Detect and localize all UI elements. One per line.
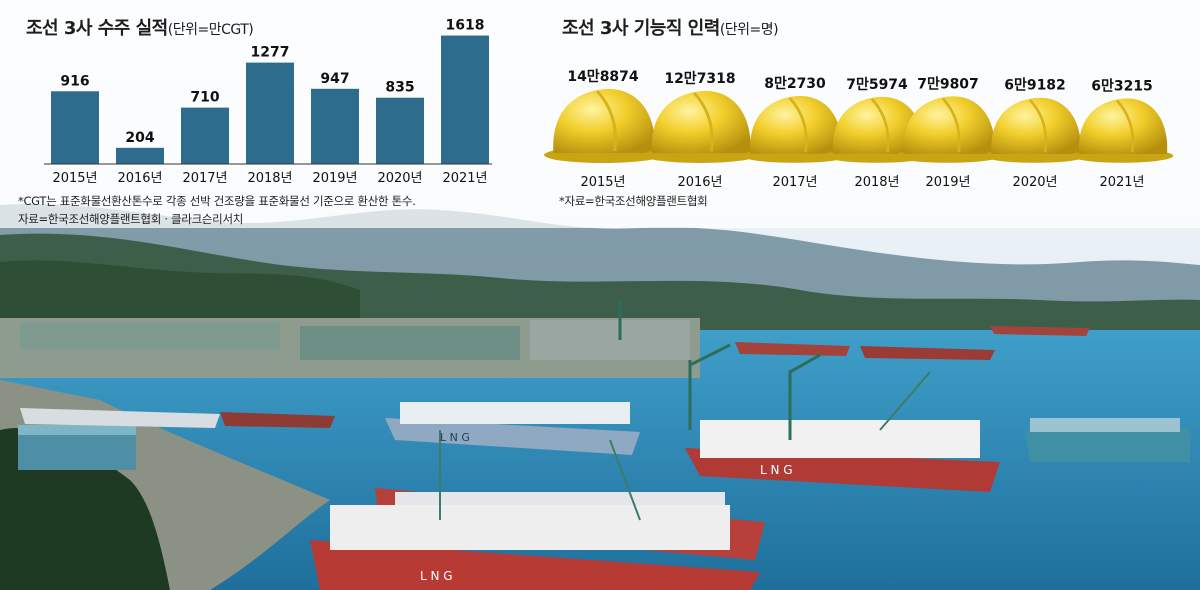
- workforce-year-label: 2016년: [677, 175, 722, 190]
- orders-year-label: 2019년: [312, 171, 357, 186]
- orders-bar: [51, 91, 99, 164]
- workforce-value-label: 7만9807: [917, 76, 979, 92]
- svg-text:L N G: L N G: [420, 569, 453, 583]
- helmet-dome: [651, 91, 751, 154]
- orders-year-label: 2021년: [442, 171, 487, 186]
- helmet-ridge: [1115, 99, 1135, 153]
- helmet-ridge: [788, 97, 808, 153]
- helmet-icon: [983, 97, 1087, 163]
- workforce-value-label: 7만5974: [846, 77, 908, 93]
- orders-year-label: 2016년: [117, 171, 162, 186]
- helmet-ridge: [1028, 98, 1048, 153]
- orders-value-label: 947: [320, 71, 349, 87]
- orders-bar: [311, 88, 359, 164]
- crane: [618, 300, 821, 440]
- orders-year-label: 2015년: [52, 171, 97, 186]
- svg-text:L N G: L N G: [440, 431, 470, 444]
- orders-value-label: 835: [385, 80, 414, 96]
- orders-chart-unit: (단위=만CGT): [167, 22, 254, 38]
- cgt-footnote: *CGT는 표준화물선환산톤수로 각종 선박 건조량을 표준화물선 기준으로 환…: [18, 194, 416, 208]
- workforce-year-label: 2021년: [1099, 175, 1144, 190]
- workforce-chart-title-text: 조선 3사 기능직 인력: [562, 18, 720, 39]
- workforce-year-label: 2019년: [925, 175, 970, 190]
- workforce-value-label: 12만7318: [664, 71, 735, 87]
- orders-year-label: 2018년: [247, 171, 292, 186]
- ship: L N G: [310, 505, 760, 590]
- workforce-year-label: 2018년: [854, 175, 899, 190]
- helmet-ridge: [595, 89, 618, 152]
- orders-value-label: 204: [125, 130, 154, 146]
- orders-chart-title: 조선 3사 수주 실적(단위=만CGT): [26, 14, 254, 40]
- helmet-ridge: [693, 92, 714, 152]
- workforce-value-label: 14만8874: [567, 69, 639, 85]
- workforce-year-label: 2015년: [580, 175, 625, 190]
- helmet-icon: [895, 96, 1001, 163]
- workforce-value-label: 6만9182: [1004, 78, 1066, 94]
- helmet-dome: [991, 97, 1081, 154]
- helmet-dome: [750, 95, 843, 154]
- orders-value-label: 710: [190, 90, 219, 106]
- helmet-ridge: [941, 97, 961, 153]
- workforce-chart-unit: (단위=명): [719, 22, 779, 38]
- helmet-icon: [642, 91, 758, 163]
- helmet-dome: [553, 89, 656, 153]
- helmet-ridge: [870, 97, 890, 153]
- helmet-icon: [741, 95, 849, 163]
- workforce-year-label: 2020년: [1012, 175, 1057, 190]
- helmet-dome: [903, 96, 995, 154]
- ship: L N G: [385, 402, 640, 455]
- workforce-source: *자료=한국조선해양플랜트협회: [559, 194, 708, 208]
- orders-bar: [246, 62, 294, 165]
- workforce-value-label: 8만2730: [764, 76, 826, 92]
- crane: [439, 371, 931, 521]
- orders-bar: [376, 97, 424, 164]
- helmet-icon: [1070, 98, 1174, 163]
- orders-source: 자료=한국조선해양플랜트협회 · 클라크슨리서치: [18, 212, 244, 226]
- workforce-value-label: 6만3215: [1091, 79, 1153, 95]
- orders-value-label: 1618: [446, 18, 485, 34]
- orders-chart-title-text: 조선 3사 수주 실적: [26, 18, 168, 39]
- orders-value-label: 1277: [251, 45, 290, 61]
- orders-bar: [441, 35, 489, 165]
- orders-bar: [181, 107, 229, 164]
- orders-bar: [116, 147, 164, 164]
- workforce-chart-title: 조선 3사 기능직 인력(단위=명): [562, 14, 779, 40]
- helmet-dome: [1078, 98, 1168, 155]
- ship: [20, 326, 1090, 428]
- orders-value-label: 916: [60, 73, 89, 89]
- workforce-helmet-chart: 14만8874 2015년 12만7318 2016년 8만2730 2017년 7만597…: [544, 69, 1174, 190]
- ship: L N G: [685, 420, 1000, 492]
- ship: [1025, 418, 1190, 462]
- orders-year-label: 2020년: [377, 171, 422, 186]
- orders-year-label: 2017년: [182, 171, 227, 186]
- svg-text:L N G: L N G: [760, 463, 793, 477]
- orders-bar-chart: 916 2015년 204 2016년 710 2017년 1277 2018년 947 2019…: [44, 18, 492, 186]
- workforce-year-label: 2017년: [772, 175, 817, 190]
- helmet-icon: [544, 89, 662, 163]
- helmet-dome: [832, 96, 924, 154]
